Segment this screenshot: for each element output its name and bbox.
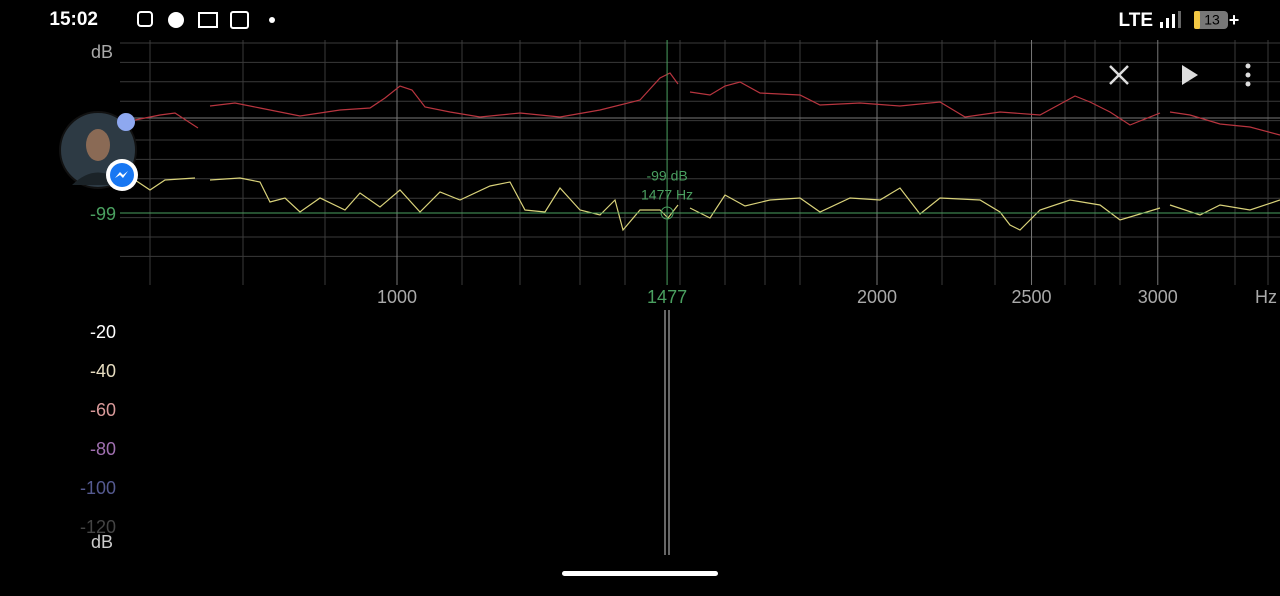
scale-label: -60 bbox=[90, 400, 116, 420]
status-icons bbox=[137, 11, 275, 29]
peak-trace bbox=[1169, 111, 1280, 136]
signal-icon bbox=[1160, 11, 1181, 28]
level-bar bbox=[664, 310, 670, 555]
battery-icon bbox=[1194, 11, 1228, 29]
close-button[interactable] bbox=[1109, 65, 1129, 85]
scale-label: -20 bbox=[90, 322, 116, 342]
peak-trace bbox=[134, 112, 199, 129]
cursor-marker bbox=[660, 206, 674, 220]
scale-label: -40 bbox=[90, 361, 116, 381]
x-tick-label: 2500 bbox=[1012, 287, 1052, 307]
battery-percent: 13 bbox=[1204, 12, 1220, 28]
x-unit: Hz bbox=[1255, 287, 1277, 307]
cursor-hz-label: 1477 Hz bbox=[641, 187, 693, 203]
peak-trace bbox=[689, 81, 1161, 126]
home-indicator bbox=[562, 571, 718, 576]
x-tick-label: 2000 bbox=[857, 287, 897, 307]
peak-trace bbox=[209, 72, 679, 118]
scale-label: -100 bbox=[80, 478, 116, 498]
spectrum-trace bbox=[209, 177, 679, 232]
scale-label: -120 bbox=[80, 517, 116, 537]
charging-icon: + bbox=[1229, 10, 1240, 30]
menu-button[interactable] bbox=[1245, 63, 1251, 87]
status-time: 15:02 bbox=[49, 9, 98, 30]
cursor: -99 dB 1477 Hz -99 1477 bbox=[90, 40, 1280, 307]
x-tick-label: 3000 bbox=[1138, 287, 1178, 307]
spectrum-trace bbox=[689, 187, 1161, 231]
cursor-hz-axis: 1477 bbox=[647, 287, 687, 307]
scale-label: -80 bbox=[90, 439, 116, 459]
cursor-db-label: -99 dB bbox=[646, 168, 687, 184]
cursor-db-axis: -99 bbox=[90, 204, 116, 224]
status-network: LTE bbox=[1119, 10, 1153, 31]
x-tick-label: 1000 bbox=[377, 287, 417, 307]
grid: 1000 2000 2500 3000 bbox=[120, 40, 1280, 307]
spectrum-trace bbox=[1169, 199, 1280, 216]
scale-unit: dB bbox=[91, 532, 113, 552]
y-unit: dB bbox=[91, 42, 113, 62]
level-scale: -20 -40 -60 -80 -100 -120 bbox=[80, 322, 116, 537]
chat-head[interactable] bbox=[59, 111, 138, 191]
spectrum-trace bbox=[134, 177, 196, 191]
play-button[interactable] bbox=[1182, 65, 1198, 85]
battery-level bbox=[1194, 11, 1200, 29]
